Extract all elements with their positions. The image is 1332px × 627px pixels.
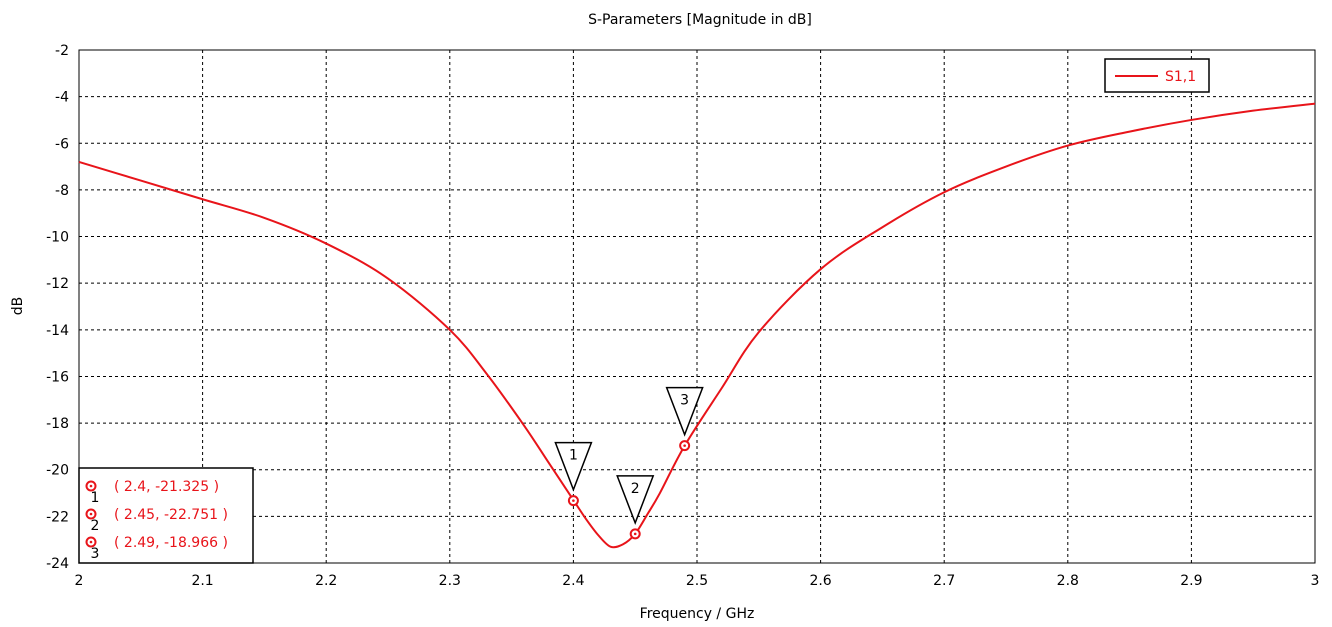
marker-flag-label: 2: [631, 481, 640, 497]
y-tick-label: -4: [55, 90, 69, 106]
y-tick-labels: -2 -4 -6 -8 -10 -12 -14 -16 -18 -20 -22 -24: [46, 43, 69, 572]
x-tick-label: 2.5: [686, 573, 708, 589]
marker-table-icon-dot: [90, 513, 93, 516]
x-tick-label: 2.3: [439, 573, 461, 589]
legend: S1,1: [1105, 59, 1209, 92]
chart-title: S-Parameters [Magnitude in dB]: [588, 12, 812, 28]
marker-table-icon-dot: [90, 541, 93, 544]
marker-flag-label: 1: [569, 448, 578, 464]
x-tick-label: 2.8: [1057, 573, 1079, 589]
marker-table-number: 3: [91, 546, 100, 562]
marker-point-dot-1: [572, 499, 575, 502]
y-tick-label: -20: [46, 463, 69, 479]
y-tick-label: -22: [46, 509, 69, 525]
marker-flag-label: 3: [680, 393, 689, 409]
marker-point-dot-2: [634, 533, 637, 536]
plot-area: [79, 50, 1315, 563]
y-tick-label: -16: [46, 369, 69, 385]
x-tick-label: 2.9: [1180, 573, 1202, 589]
x-axis-label: Frequency / GHz: [640, 606, 755, 622]
y-tick-label: -8: [55, 183, 69, 199]
grid: [79, 50, 1315, 563]
marker-table-icon-dot: [90, 485, 93, 488]
x-tick-label: 3: [1311, 573, 1320, 589]
y-tick-label: -2: [55, 43, 69, 59]
legend-label-s11: S1,1: [1165, 69, 1196, 85]
x-tick-label: 2.6: [809, 573, 831, 589]
marker-table: 1 ( 2.4, -21.325 ) 2 ( 2.45, -22.751 ) 3 ( 2.…: [79, 468, 253, 563]
y-tick-label: -12: [46, 276, 69, 292]
marker-point-dot-3: [683, 444, 686, 447]
y-tick-label: -6: [55, 136, 69, 152]
x-tick-label: 2.1: [191, 573, 213, 589]
x-tick-labels: 2 2.1 2.2 2.3 2.4 2.5 2.6 2.7 2.8 2.9 3: [75, 573, 1320, 589]
x-tick-label: 2: [75, 573, 84, 589]
y-tick-label: -24: [46, 556, 69, 572]
marker-table-value: ( 2.45, -22.751 ): [114, 507, 228, 523]
marker-table-number: 2: [91, 518, 100, 534]
y-tick-label: -10: [46, 230, 69, 246]
y-tick-label: -14: [46, 323, 69, 339]
x-tick-label: 2.7: [933, 573, 955, 589]
marker-table-value: ( 2.49, -18.966 ): [114, 535, 228, 551]
y-axis-label: dB: [10, 297, 26, 316]
y-tick-label: -18: [46, 416, 69, 432]
marker-table-number: 1: [91, 490, 100, 506]
marker-table-value: ( 2.4, -21.325 ): [114, 479, 219, 495]
x-tick-label: 2.4: [562, 573, 584, 589]
x-tick-label: 2.2: [315, 573, 337, 589]
